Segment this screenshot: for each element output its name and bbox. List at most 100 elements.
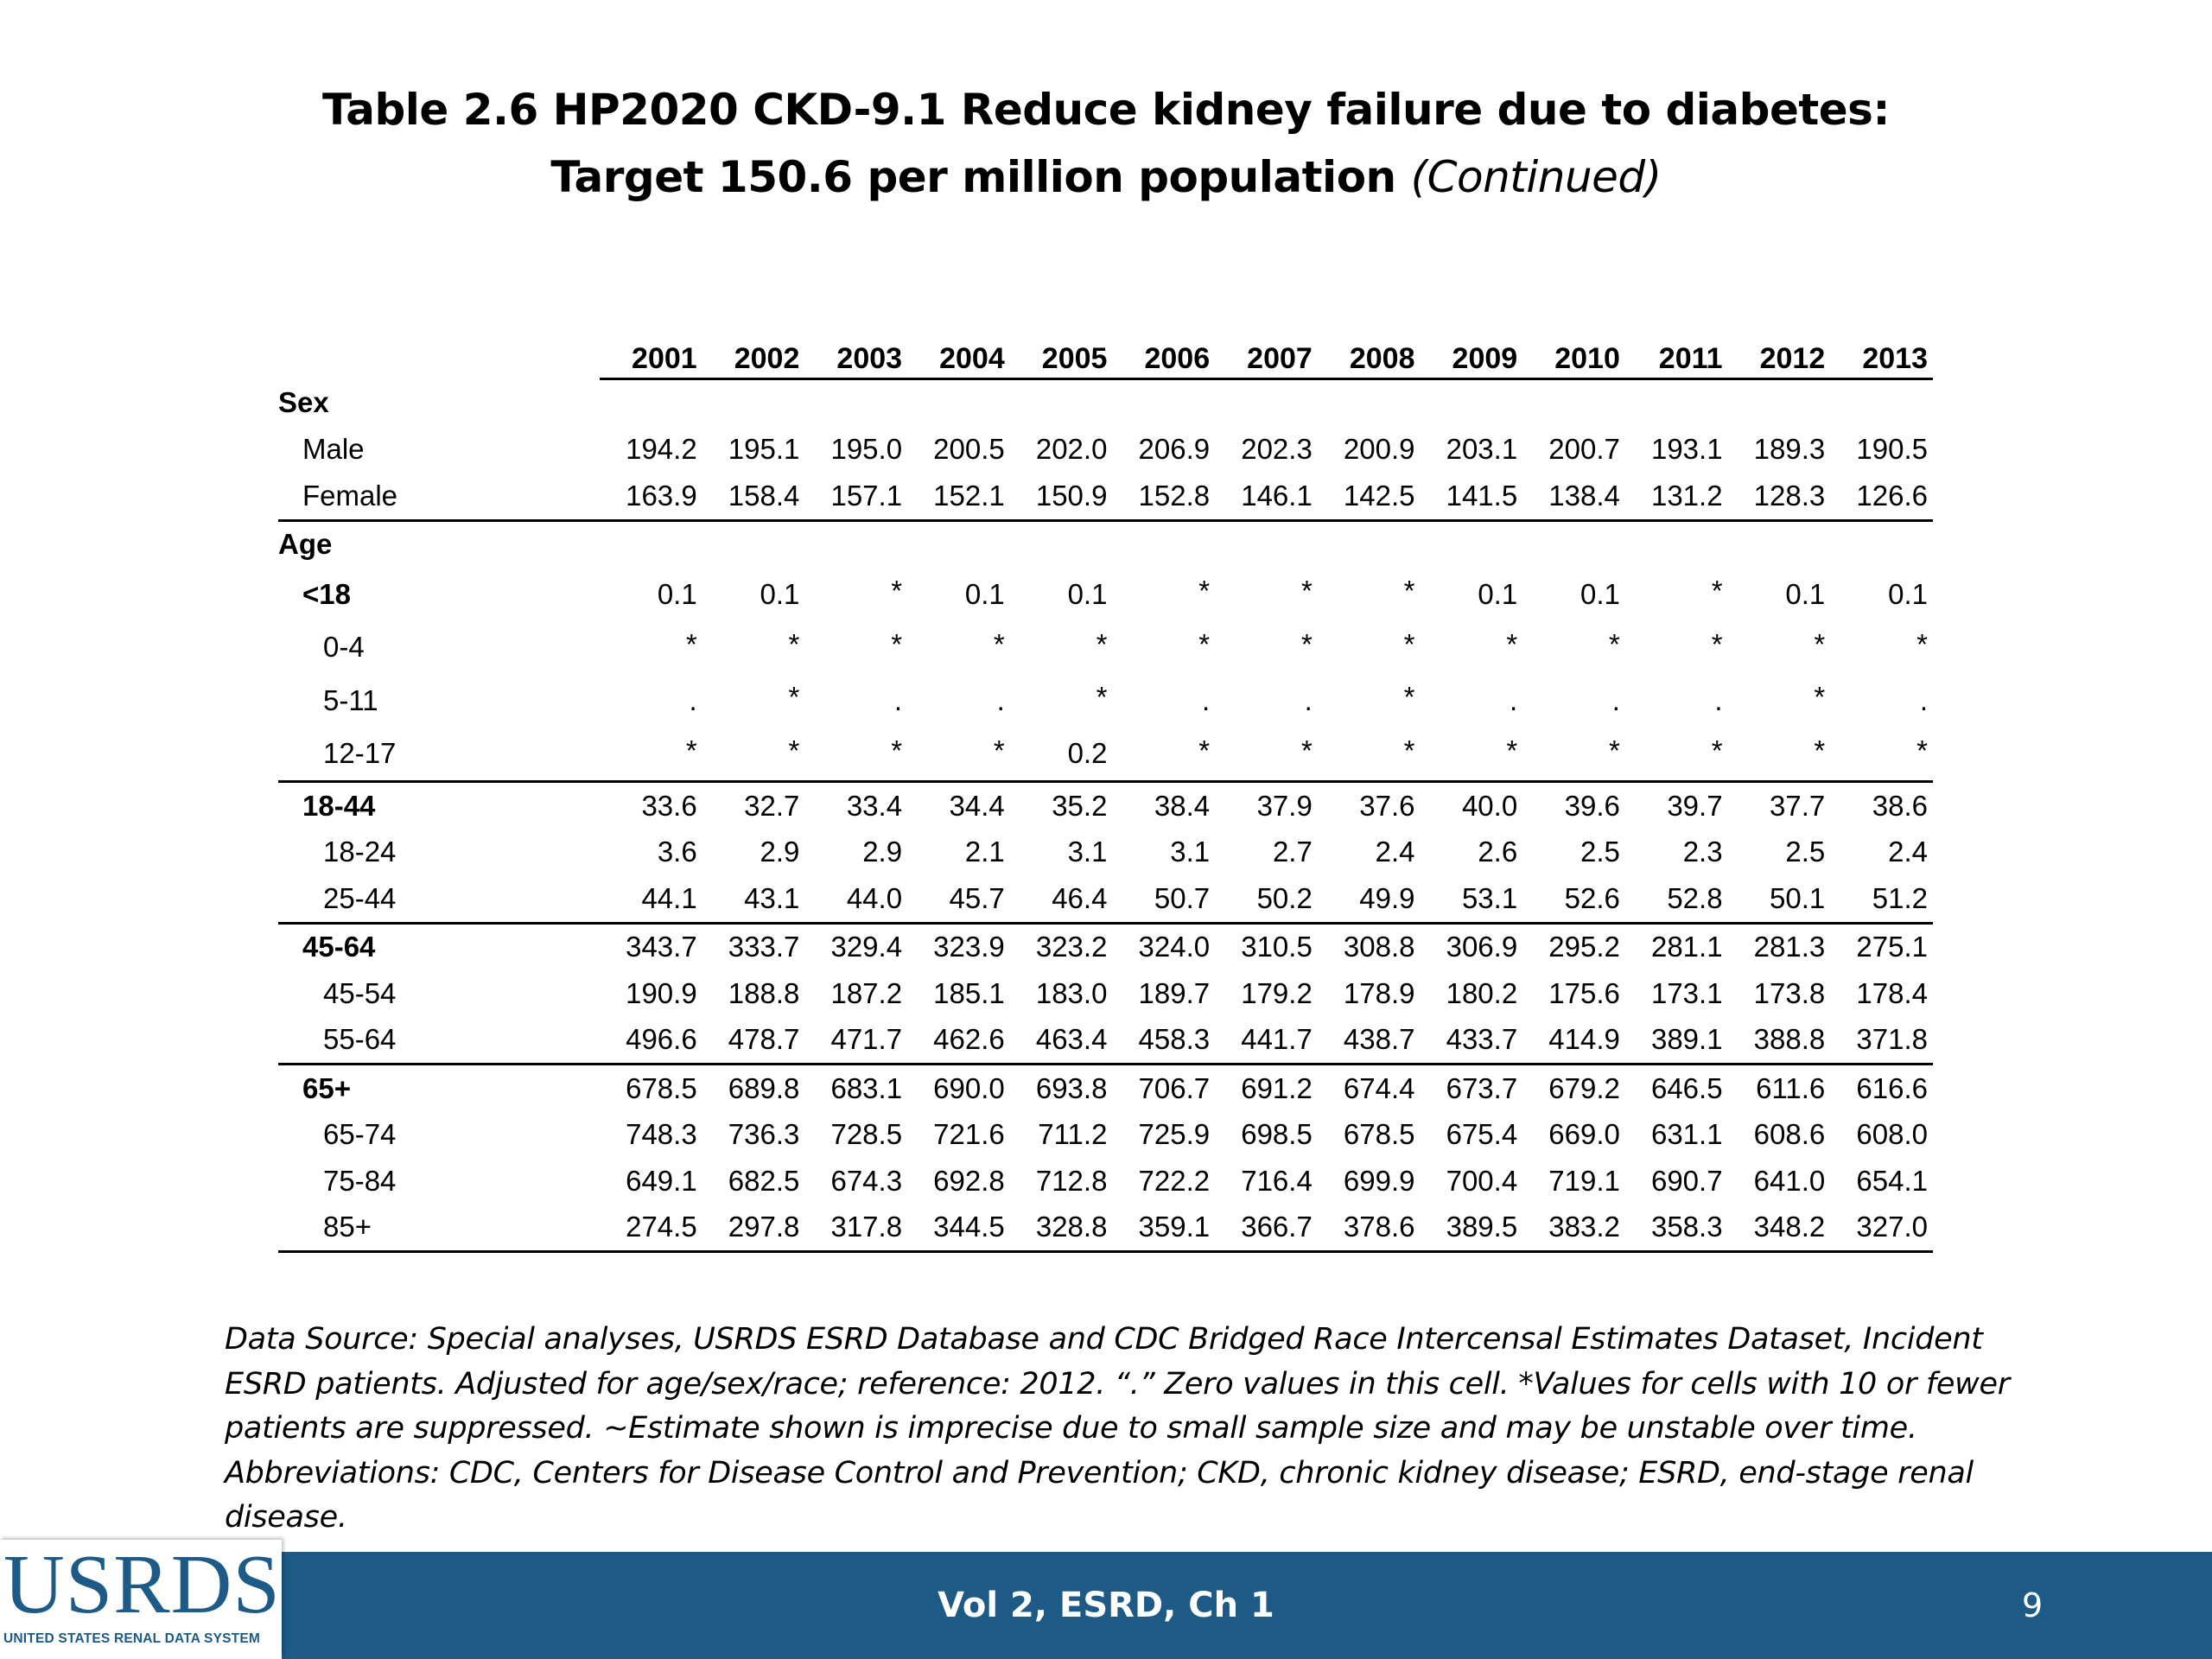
table-cell: 200.9 [1343, 433, 1415, 466]
table-row: 75-84 649.1 682.5 674.3 692.8 712.8 722.2 716.4… [278, 1158, 1933, 1205]
table-cell: * [891, 734, 903, 766]
table-cell: 323.2 [1009, 921, 1113, 970]
table-cell: 152.8 [1138, 479, 1211, 512]
table-cell: * [788, 734, 800, 766]
table-cell: * [1711, 734, 1723, 766]
table-cell: 719.1 [1548, 1164, 1620, 1197]
row-label: 12-17 [323, 737, 397, 770]
table-cell: 478.7 [728, 1023, 800, 1056]
table-cell: 716.4 [1241, 1164, 1313, 1197]
table-cell: * [1506, 627, 1518, 660]
row-label: Sex [278, 386, 329, 418]
table-cell: 281.1 [1624, 921, 1728, 970]
row-label: 18-24 [323, 836, 397, 868]
table-cell: * [1198, 575, 1211, 607]
year-header: 2007 [1215, 333, 1318, 380]
table-cell: 698.5 [1241, 1118, 1313, 1151]
table-cell: 50.1 [1770, 881, 1826, 914]
year-header: 2011 [1624, 333, 1728, 380]
table-cell: 699.9 [1343, 1164, 1415, 1197]
usrds-logo: USRDS UNITED STATES RENAL DATA SYSTEM [0, 1540, 282, 1659]
table-cell: * [1814, 734, 1826, 766]
row-label: 18-44 [278, 780, 600, 830]
table-cell: 0.1 [657, 577, 697, 610]
table-cell: 2.6 [1478, 836, 1518, 868]
table-cell: . [1510, 683, 1518, 716]
table-cell: * [993, 734, 1005, 766]
table-cell: 146.1 [1241, 479, 1313, 512]
table-cell: 200.7 [1548, 433, 1620, 466]
table-cell: 40.0 [1420, 780, 1523, 830]
table-cell: 0.1 [1067, 577, 1108, 610]
table-cell: 2.4 [1888, 836, 1928, 868]
year-header: 2008 [1317, 333, 1421, 380]
table-cell: * [788, 627, 800, 660]
table-row: Male 194.2 195.1 195.0 200.5 202.0 206.9 202.3 2… [278, 427, 1933, 474]
table-cell: 690.7 [1650, 1164, 1723, 1197]
year-header: 2001 [600, 333, 702, 380]
table-cell: 187.2 [830, 976, 903, 1009]
table-cell: 158.4 [728, 479, 800, 512]
table-cell: 711.2 [1038, 1118, 1108, 1151]
table-cell: 34.4 [907, 780, 1010, 830]
table-cell: 295.2 [1522, 921, 1625, 970]
table-cell: * [1711, 627, 1723, 660]
table-row: Sex [278, 379, 1933, 427]
table-cell: 37.7 [1727, 780, 1831, 830]
table-cell: 189.3 [1753, 433, 1826, 466]
table-cell: 163.9 [626, 479, 697, 512]
row-label: Male [302, 433, 365, 466]
table-cell: 462.6 [933, 1023, 1005, 1056]
table-cell [1009, 518, 1113, 568]
table-cell: 722.2 [1138, 1164, 1211, 1197]
table-cell: 458.3 [1138, 1023, 1211, 1056]
table-cell: * [788, 681, 800, 713]
table-cell: * [1506, 734, 1518, 766]
table-cell: . [1714, 683, 1723, 716]
table-cell: * [1198, 734, 1211, 766]
table-cell: 173.1 [1650, 976, 1723, 1009]
table-cell: 728.5 [830, 1118, 903, 1151]
table-cell: 693.8 [1009, 1063, 1113, 1112]
table-cell: 46.4 [1052, 881, 1108, 914]
table-cell: 343.7 [600, 921, 702, 970]
table-cell: 690.0 [907, 1063, 1010, 1112]
table-cell: 327.0 [1830, 1204, 1933, 1253]
table-cell: 193.1 [1650, 433, 1723, 466]
table-cell: 0.1 [1785, 577, 1826, 610]
table-cell: 157.1 [830, 479, 903, 512]
table-cell: 649.1 [626, 1164, 697, 1197]
table-cell: 183.0 [1035, 976, 1108, 1009]
table-cell [1420, 518, 1523, 568]
table-cell: 37.6 [1317, 780, 1421, 830]
row-label: <18 [302, 577, 351, 610]
table-cell: 39.7 [1624, 780, 1728, 830]
table-cell [1625, 379, 1728, 427]
table-cell [1727, 518, 1831, 568]
table-cell: 38.6 [1830, 780, 1933, 830]
table-cell: 200.5 [933, 433, 1005, 466]
table-cell: 185.1 [933, 976, 1005, 1009]
table-cell: 414.9 [1548, 1023, 1620, 1056]
table-cell: 333.7 [702, 921, 805, 970]
table-cell: . [1304, 683, 1313, 716]
table-cell [804, 379, 907, 427]
table-cell: 674.4 [1317, 1063, 1421, 1112]
table-cell [1010, 379, 1113, 427]
data-table-container: 2001 2002 2003 2004 2005 2006 2007 2008 2009 2010… [278, 333, 1933, 1253]
table-cell [702, 379, 805, 427]
table-cell: 190.5 [1856, 433, 1928, 466]
table-cell: 51.2 [1872, 881, 1928, 914]
row-label: 45-54 [323, 976, 397, 1009]
table-cell: 49.9 [1359, 881, 1415, 914]
table-cell: 310.5 [1215, 921, 1318, 970]
table-cell: 173.8 [1753, 976, 1826, 1009]
table-cell [804, 518, 908, 568]
table-cell: 178.4 [1856, 976, 1928, 1009]
table-cell [1215, 518, 1318, 568]
table-cell: 674.3 [830, 1164, 903, 1197]
table-cell: 388.8 [1753, 1023, 1826, 1056]
table-cell: 463.4 [1035, 1023, 1108, 1056]
table-cell: * [1300, 575, 1313, 607]
table-cell: 675.4 [1446, 1118, 1518, 1151]
